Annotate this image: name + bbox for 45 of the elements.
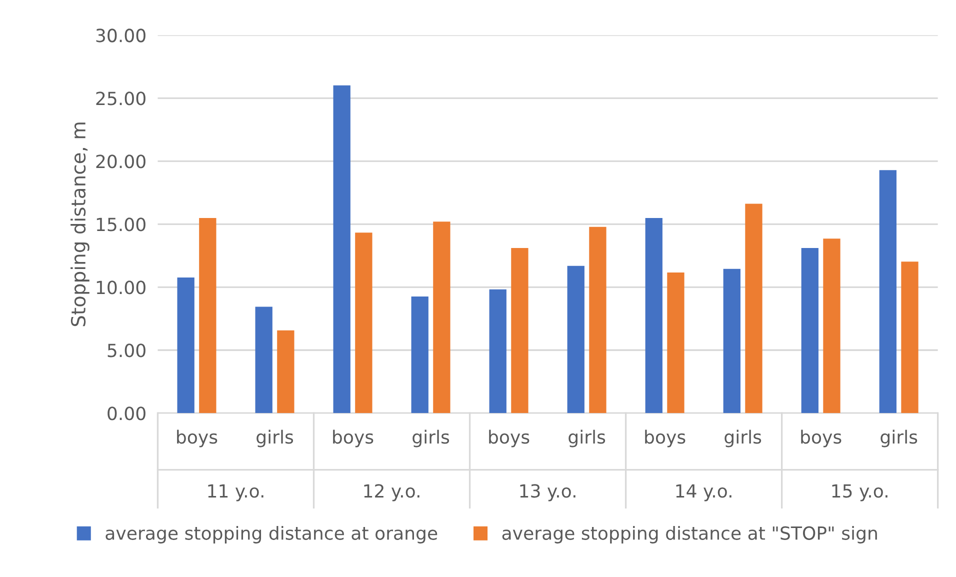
bar bbox=[277, 330, 294, 414]
x-tick-label: girls bbox=[568, 430, 606, 448]
bar bbox=[567, 266, 584, 414]
bar bbox=[333, 85, 350, 414]
bar bbox=[177, 277, 194, 414]
legend-label: average stopping distance at "STOP" sign bbox=[502, 526, 877, 544]
y-tick-label: 20.00 bbox=[96, 154, 146, 168]
bar bbox=[667, 272, 684, 414]
x-tick-label: boys bbox=[645, 430, 686, 448]
y-tick-label: 15.00 bbox=[96, 218, 146, 232]
x-tick-label: girls bbox=[880, 430, 918, 448]
bar bbox=[511, 248, 528, 414]
y-tick-label: 30.00 bbox=[96, 28, 146, 42]
y-tick-label: 0.00 bbox=[108, 406, 146, 420]
bar bbox=[823, 238, 840, 414]
bar bbox=[801, 248, 818, 414]
bar bbox=[901, 262, 918, 414]
x-tick-label: boys bbox=[333, 430, 374, 448]
bar bbox=[879, 170, 896, 414]
bar bbox=[489, 289, 506, 414]
text: 11 y.o. bbox=[208, 484, 264, 502]
x-tick-label: boys bbox=[801, 430, 842, 448]
text: 14 y.o. bbox=[676, 484, 732, 502]
text: 12 y.o. bbox=[364, 484, 420, 502]
bar bbox=[199, 218, 216, 414]
x-tick-label: boys bbox=[177, 430, 218, 448]
bar bbox=[355, 232, 372, 414]
bar bbox=[723, 268, 740, 414]
bar bbox=[433, 222, 450, 414]
x-tick-label: girls bbox=[412, 430, 450, 448]
text: 15 y.o. bbox=[832, 484, 888, 502]
text: 13 y.o. bbox=[520, 484, 576, 502]
legend-label: average stopping distance at orange bbox=[106, 526, 438, 544]
x-tick-label: girls bbox=[256, 430, 294, 448]
bar bbox=[589, 226, 606, 414]
y-tick-label: 10.00 bbox=[96, 280, 146, 294]
x-tick-label: girls bbox=[724, 430, 762, 448]
bar bbox=[255, 306, 272, 414]
bar bbox=[645, 218, 662, 414]
x-tick-label: boys bbox=[489, 430, 530, 448]
y-tick-label: 5.00 bbox=[108, 344, 146, 358]
bar bbox=[745, 204, 762, 414]
bar bbox=[411, 296, 428, 414]
y-axis-title: Stopping distance, m bbox=[70, 122, 90, 326]
y-tick-label: 25.00 bbox=[96, 92, 146, 106]
